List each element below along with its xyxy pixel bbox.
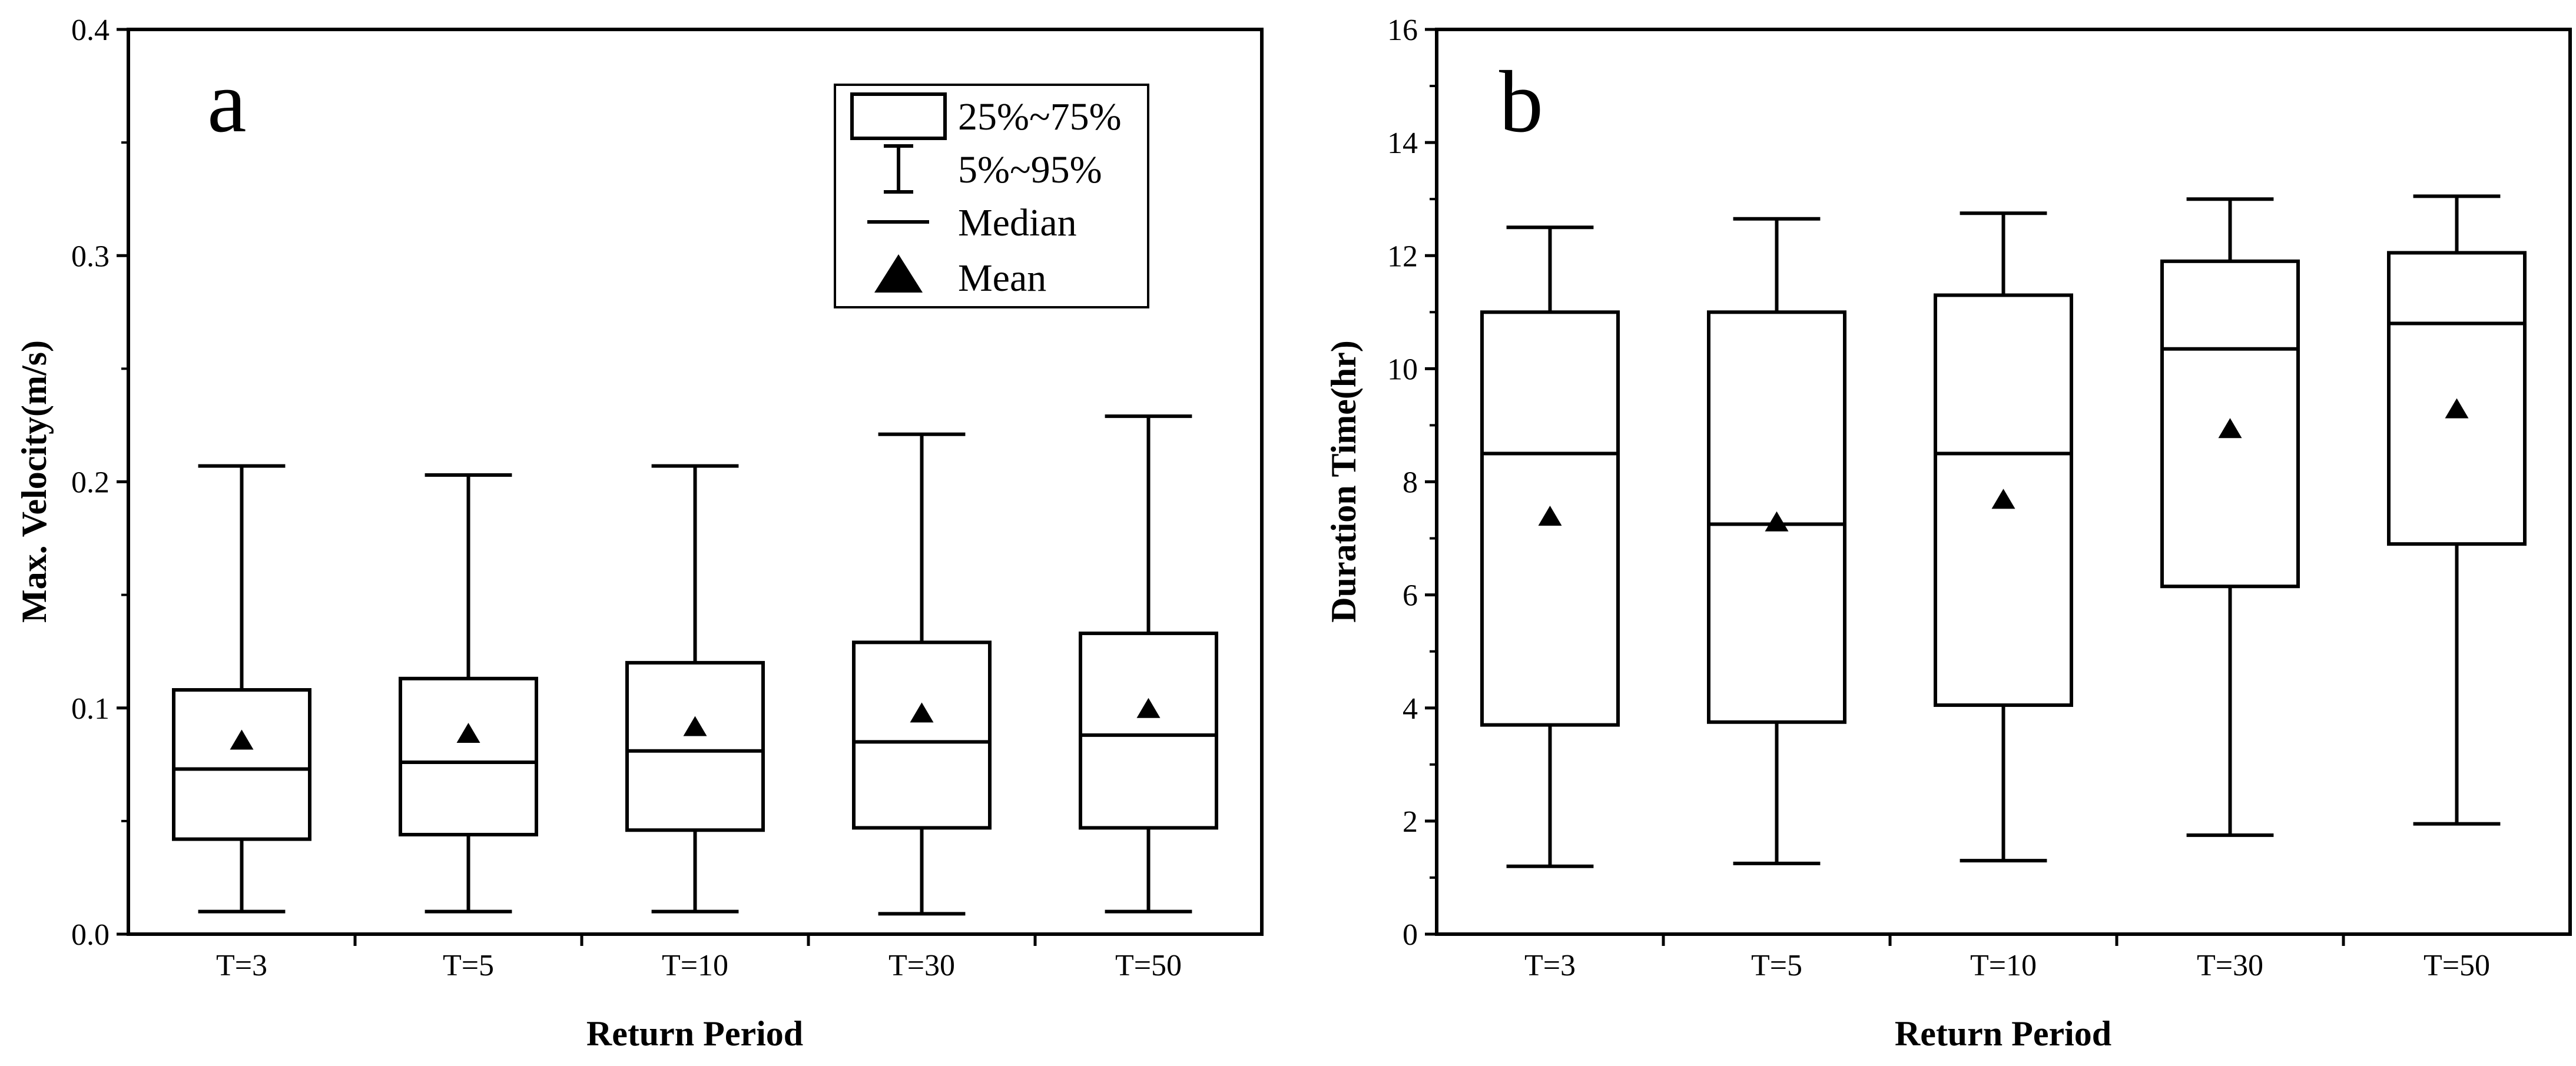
x-tick-label: T=3: [1524, 949, 1576, 982]
panel-b-x-axis-title: Return Period: [1895, 1014, 2111, 1053]
y-tick-label: 8: [1403, 466, 1418, 500]
mean-marker: [683, 716, 707, 736]
legend-median-label: Median: [958, 201, 1077, 244]
y-tick-label: 14: [1387, 127, 1418, 160]
legend-box-label: 25%~75%: [958, 95, 1122, 138]
legend: 25%~75% 5%~95% Median Mean: [834, 84, 1149, 308]
mean-marker: [2445, 398, 2469, 419]
panel-a-ticks: 0.0 0.1 0.2 0.3 0.4 T=3 T=5 T=10 T=30 T=50: [71, 14, 1182, 982]
mean-marker: [1136, 698, 1161, 718]
panel-a-label: a: [207, 53, 247, 151]
x-tick-label: T=50: [2424, 949, 2490, 982]
box-group: [1707, 217, 1846, 865]
box-iqr: [399, 676, 538, 836]
y-tick-label: 4: [1403, 692, 1418, 726]
legend-mean-symbol: [874, 254, 923, 293]
legend-whisker-symbol: [884, 144, 913, 194]
panel-b-y-axis-title: Duration Time(hr): [1324, 340, 1363, 622]
mean-marker: [456, 723, 480, 743]
panel-a-y-axis-title: Max. Velocity(m/s): [15, 340, 54, 623]
box-group: [1079, 414, 1218, 914]
mean-marker: [230, 729, 254, 750]
x-tick-label: T=5: [443, 949, 494, 982]
x-tick-label: T=50: [1115, 949, 1182, 982]
x-tick-label: T=30: [888, 949, 955, 982]
y-tick-label: 16: [1387, 14, 1418, 47]
box-group: [1480, 225, 1620, 868]
box-group: [1934, 211, 2073, 863]
box-iqr: [625, 660, 765, 832]
box-iqr: [1079, 631, 1218, 830]
panel-b-label: b: [1499, 53, 1543, 151]
mean-marker: [1991, 489, 2015, 509]
box-group: [2160, 197, 2300, 837]
panel-a-boxes: [172, 414, 1218, 916]
box-group: [625, 464, 765, 914]
x-tick-label: T=30: [2197, 949, 2263, 982]
y-tick-label: 2: [1403, 805, 1418, 839]
panel-b-duration-time: b Return Period Duration Time(hr) 0 2 4 6 8 1…: [1324, 14, 2572, 1053]
box-group: [2387, 194, 2527, 826]
y-tick-label: 0.0: [71, 918, 110, 952]
mean-marker: [2218, 418, 2242, 439]
box-iqr: [172, 688, 311, 841]
y-tick-label: 0.1: [71, 692, 110, 726]
box-group: [399, 473, 538, 914]
legend-box-symbol: [850, 92, 947, 140]
y-tick-label: 0: [1403, 918, 1418, 952]
legend-whisker-label: 5%~95%: [958, 148, 1102, 191]
box-iqr: [852, 640, 992, 830]
y-tick-label: 0.4: [71, 14, 110, 47]
panel-b-boxes: [1480, 194, 2527, 868]
mean-marker: [1538, 506, 1562, 526]
panel-a-max-velocity: a Return Period Max. Velocity(m/s) 0.00.…: [15, 14, 1264, 1053]
panel-b-ticks: 0 2 4 6 8 10 12 14 16 T=3 T=5 T=10 T=30 T=50: [1387, 14, 2490, 982]
legend-mean-label: Mean: [958, 257, 1046, 300]
x-tick-label: T=10: [1970, 949, 2037, 982]
x-tick-label: T=3: [216, 949, 267, 982]
box-group: [172, 464, 311, 914]
y-tick-label: 6: [1403, 579, 1418, 613]
panel-a-x-axis-title: Return Period: [586, 1014, 803, 1053]
x-tick-label: T=10: [662, 949, 728, 982]
mean-marker: [1765, 511, 1789, 532]
x-tick-label: T=5: [1751, 949, 1802, 982]
y-tick-label: 10: [1387, 353, 1418, 386]
mean-marker: [910, 702, 934, 723]
box-group: [852, 432, 992, 916]
y-tick-label: 0.2: [71, 466, 110, 500]
y-tick-label: 0.3: [71, 240, 110, 273]
y-tick-label: 12: [1387, 240, 1418, 273]
